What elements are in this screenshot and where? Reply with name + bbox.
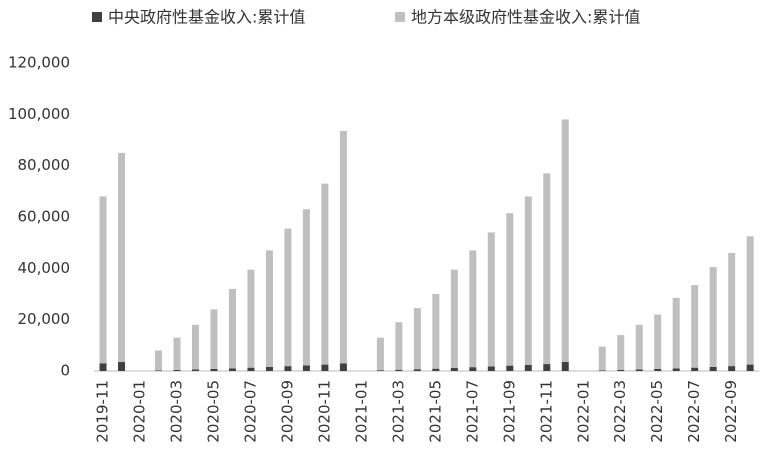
bar-segment <box>524 364 532 371</box>
x-tick-label: 2020-03 <box>168 380 186 443</box>
bar-segment <box>691 285 699 368</box>
bar-segment <box>450 269 458 368</box>
bar-segment <box>487 366 495 371</box>
bar-segment <box>635 324 643 370</box>
x-tick-label: 2022-05 <box>648 380 666 443</box>
bar-segment <box>191 369 199 371</box>
bar-segment <box>506 365 514 371</box>
bar-segment <box>228 368 236 371</box>
x-tick-label: 2020-09 <box>278 380 296 443</box>
bar-segment <box>672 297 680 369</box>
bar-segment <box>413 308 421 370</box>
bar-segment <box>118 362 126 371</box>
x-tick-label: 2021-03 <box>389 380 407 443</box>
bar-segment <box>617 369 625 371</box>
bar-segment <box>635 369 643 371</box>
bar-segment <box>654 368 662 371</box>
bar-segment <box>561 362 569 371</box>
legend-label: 地方本级政府性基金收入:累计值 <box>411 8 640 27</box>
x-tick-label: 2021-11 <box>537 380 555 443</box>
x-tick-label: 2020-11 <box>315 380 333 443</box>
bar-segment <box>728 366 736 371</box>
bar-segment <box>173 369 181 371</box>
x-tick-label: 2020-07 <box>241 380 259 443</box>
legend-swatch <box>395 12 405 22</box>
x-tick-label: 2021-01 <box>352 380 370 443</box>
bar-segment <box>321 364 329 371</box>
bar-segment <box>728 252 736 367</box>
bar-segment <box>709 366 717 371</box>
bar-segment <box>247 269 255 368</box>
bar-segment <box>265 250 273 367</box>
x-tick-label: 2021-09 <box>500 380 518 443</box>
bar-segment <box>284 366 292 371</box>
y-tick-label: 60,000 <box>18 208 71 226</box>
y-tick-label: 80,000 <box>18 156 71 174</box>
bar-segment <box>302 365 310 371</box>
x-tick-label: 2022-07 <box>685 380 703 443</box>
bar-segment <box>654 314 662 369</box>
bar-segment <box>561 119 569 363</box>
x-tick-label: 2021-05 <box>426 380 444 443</box>
bar-segment <box>302 209 310 366</box>
y-tick-label: 100,000 <box>8 105 70 123</box>
y-tick-label: 40,000 <box>18 259 71 277</box>
bar-segment <box>469 367 477 371</box>
bar-segment <box>247 367 255 371</box>
bar-segment <box>284 228 292 367</box>
bar-segment <box>450 367 458 371</box>
bar-segment <box>746 364 754 371</box>
bar-segment <box>191 324 199 370</box>
legend: 中央政府性基金收入:累计值 地方本级政府性基金收入:累计值 <box>92 8 640 27</box>
bar-segment <box>210 368 218 371</box>
y-tick-label: 120,000 <box>8 54 70 72</box>
bar-segment <box>469 250 477 368</box>
bar-segment <box>376 370 384 371</box>
bar-segment <box>395 369 403 371</box>
bar-segment <box>376 337 384 371</box>
x-tick-label: 2019-11 <box>94 380 112 443</box>
bar-segment <box>413 369 421 371</box>
bar-segment <box>506 213 514 366</box>
bar-segment <box>265 366 273 371</box>
bar-segment <box>598 370 606 371</box>
bar-segment <box>210 309 218 369</box>
bar-segment <box>598 346 606 371</box>
bar-segment <box>709 267 717 367</box>
bar-segment <box>524 196 532 365</box>
legend-label: 中央政府性基金收入:累计值 <box>108 8 305 27</box>
bar-segment <box>432 294 440 369</box>
x-tick-label: 2022-03 <box>611 380 629 443</box>
bar-segment <box>339 131 347 364</box>
bar-segment <box>99 363 107 371</box>
x-tick-label: 2021-07 <box>463 380 481 443</box>
x-tick-label: 2022-01 <box>574 380 592 443</box>
bar-segment <box>99 196 107 364</box>
legend-swatch <box>92 12 102 22</box>
x-tick-label: 2022-09 <box>722 380 740 443</box>
bar-segment <box>155 370 163 371</box>
y-tick-label: 20,000 <box>18 310 71 328</box>
bar-segment <box>487 232 495 367</box>
bar-segment <box>672 368 680 371</box>
bar-segment <box>321 183 329 365</box>
bar-segment <box>228 288 236 369</box>
bar-segment <box>617 335 625 370</box>
x-tick-label: 2020-05 <box>204 380 222 443</box>
bar-segment <box>155 350 163 371</box>
bar-segment <box>339 363 347 371</box>
bar-segment <box>118 152 126 363</box>
bar-segment <box>432 368 440 371</box>
y-tick-label: 0 <box>60 362 70 380</box>
bar-segment <box>746 236 754 365</box>
x-tick-label: 2020-01 <box>131 380 149 443</box>
bar-segment <box>691 367 699 371</box>
bar-segment <box>395 322 403 370</box>
bar-segment <box>543 364 551 371</box>
bar-segment <box>173 337 181 370</box>
bar-segment <box>543 173 551 365</box>
